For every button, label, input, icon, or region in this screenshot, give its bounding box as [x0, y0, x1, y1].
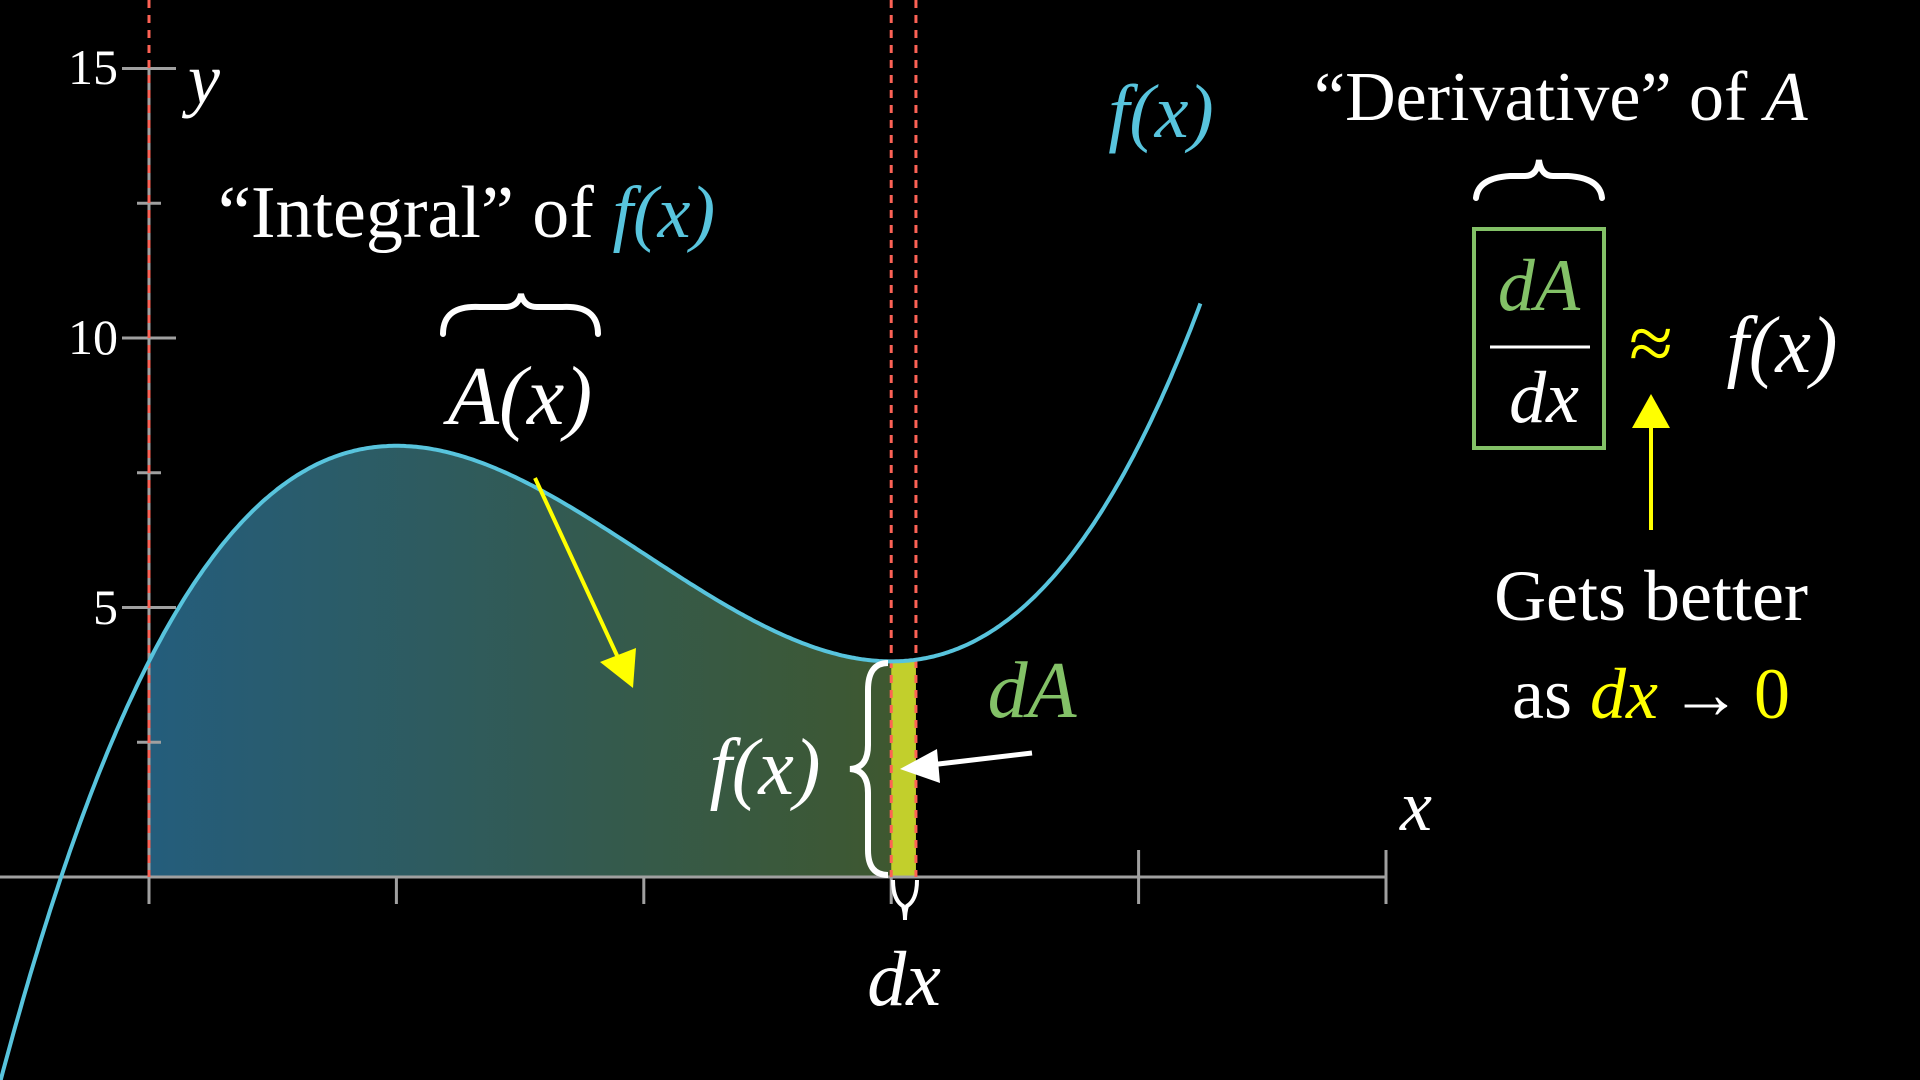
y-tick-label-10: 10 [68, 309, 118, 365]
y-axis-label: y [181, 39, 220, 119]
area-under-curve [149, 445, 892, 877]
note-line-2: as dx → 0 [1512, 654, 1790, 734]
brace-over-fraction [1473, 159, 1605, 201]
note-zero: 0 [1754, 654, 1790, 734]
x-axis-label: x [1399, 766, 1432, 846]
dx-brace [891, 879, 919, 921]
fraction-numerator: dA [1498, 245, 1581, 327]
height-label: f(x) [709, 724, 820, 812]
area-arrow-head [600, 648, 636, 688]
area-arrow-shaft [533, 477, 622, 663]
guide-lines [147, 0, 918, 877]
height-brace [849, 660, 889, 878]
integral-title-text: “Integral” of [218, 172, 612, 254]
fraction-box [1472, 227, 1606, 450]
area-label: A(x) [443, 350, 593, 443]
dA-arrow-head [900, 749, 940, 783]
note-as: as [1512, 654, 1590, 734]
y-tick-label-5: 5 [93, 579, 118, 635]
integral-title: “Integral” of f(x) [218, 172, 715, 254]
note-dx: dx [1590, 654, 1658, 734]
derivative-title-A: A [1761, 59, 1808, 136]
dA-label: dA [988, 647, 1078, 735]
derivative-title: “Derivative” of A [1314, 59, 1808, 136]
approx-rhs: f(x) [1726, 302, 1837, 390]
curve-label: f(x) [1108, 70, 1213, 154]
approx-symbol: ≈ [1629, 300, 1673, 388]
note-line-1: Gets better [1494, 556, 1808, 636]
y-tick-label-15: 15 [68, 39, 118, 95]
function-curve [0, 302, 1203, 1080]
note-arrow: → [1670, 654, 1742, 734]
derivative-title-text: “Derivative” of [1314, 59, 1765, 136]
integral-title-fx: f(x) [612, 172, 715, 254]
dA-arrow-shaft [929, 750, 1033, 768]
fraction-denominator: dx [1509, 357, 1579, 439]
note-arrow-head [1632, 394, 1670, 428]
brace-over-area-label [440, 293, 601, 337]
dx-label: dx [867, 935, 941, 1022]
